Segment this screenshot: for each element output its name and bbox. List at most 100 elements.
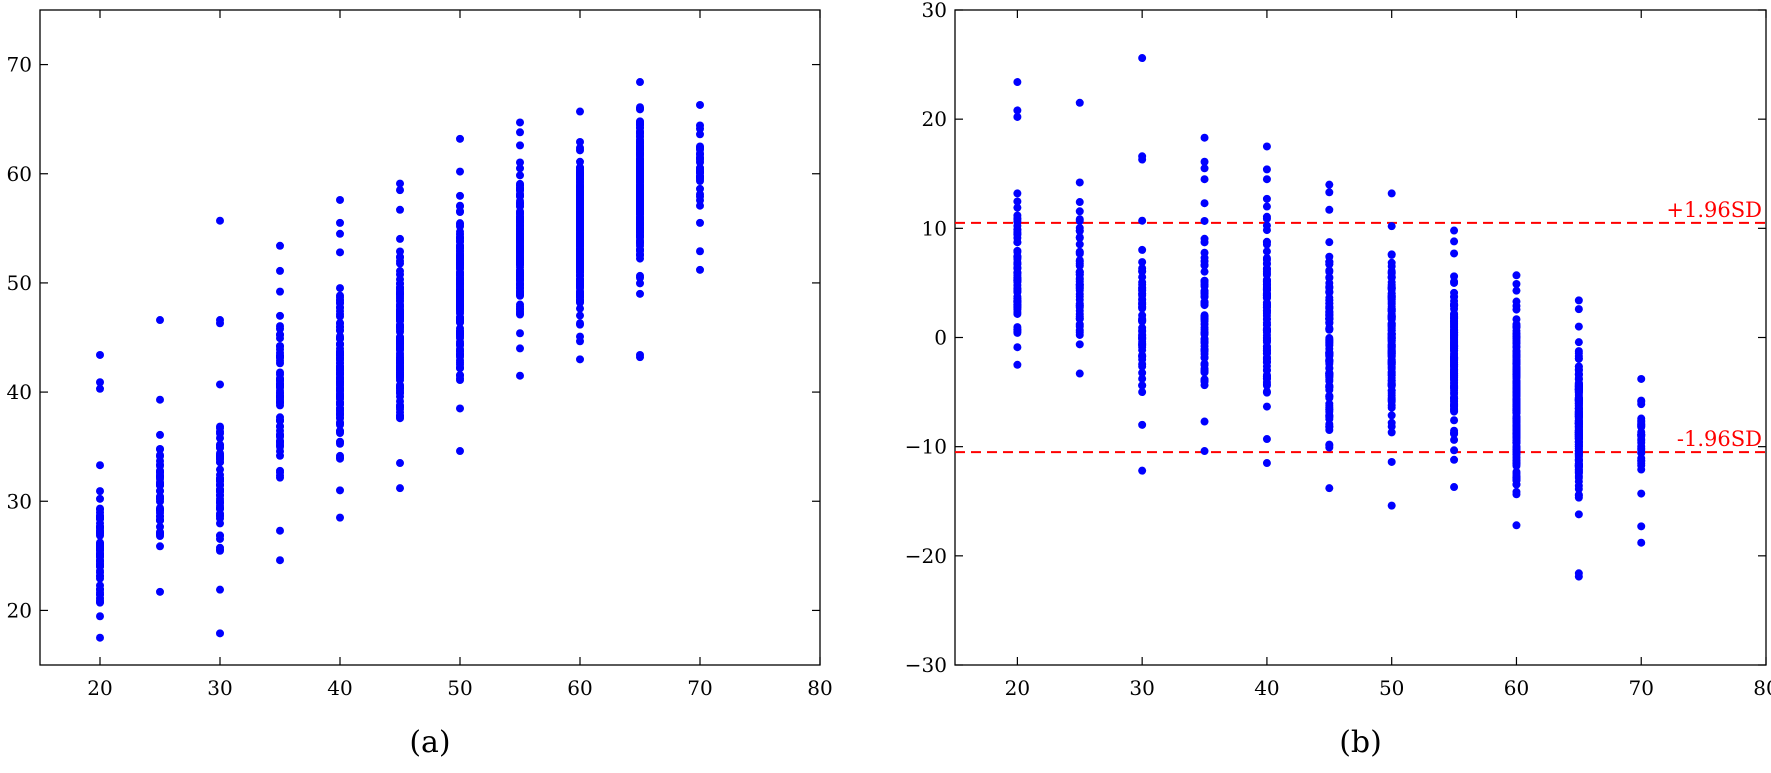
data-point [1200, 267, 1209, 276]
data-point [636, 221, 644, 230]
data-point [576, 355, 584, 364]
y-tick-label: −20 [905, 544, 947, 568]
data-point [1138, 374, 1147, 383]
x-tick-label: 30 [1129, 676, 1154, 700]
data-point [336, 513, 344, 522]
data-point [1574, 510, 1583, 519]
data-point [1450, 344, 1459, 353]
data-point [1013, 360, 1022, 369]
data-point [1325, 273, 1334, 282]
data-point [1138, 352, 1147, 361]
data-point [156, 522, 164, 531]
y-tick-label: 60 [7, 162, 32, 186]
data-point [636, 191, 644, 200]
data-point [1387, 312, 1396, 321]
data-point [1387, 250, 1396, 259]
data-point [156, 395, 164, 404]
data-point [1512, 415, 1521, 424]
data-point [516, 164, 524, 173]
x-tick-label: 30 [207, 676, 232, 700]
x-tick-label: 70 [1629, 676, 1654, 700]
data-point [1574, 296, 1583, 305]
data-point [1200, 257, 1209, 266]
data-point [1512, 323, 1521, 332]
data-point [276, 466, 284, 475]
data-point [336, 284, 344, 293]
y-tick-label: 20 [7, 598, 32, 622]
data-point [336, 384, 344, 393]
data-point [396, 484, 404, 493]
data-point [516, 141, 524, 150]
data-point [636, 271, 644, 280]
data-point [336, 420, 344, 429]
data-point [216, 424, 224, 433]
data-point [1138, 216, 1147, 225]
data-point [1013, 276, 1022, 285]
chart-a-age-scatter: 20 30 40 50 60 70 80 20 30 40 50 60 70 (a) [7, 9, 833, 760]
data-point [336, 318, 344, 327]
data-point [1512, 487, 1521, 496]
data-point [456, 167, 464, 176]
data-point [516, 266, 524, 275]
data-point [336, 426, 344, 435]
data-point [96, 512, 104, 521]
data-point [1138, 245, 1147, 254]
data-point [1450, 277, 1459, 286]
data-point [1387, 267, 1396, 276]
data-point [1138, 291, 1147, 300]
data-point [1200, 417, 1209, 426]
data-point [96, 350, 104, 359]
data-point [636, 180, 644, 189]
data-point [576, 137, 584, 146]
data-point [336, 390, 344, 399]
data-point [1013, 301, 1022, 310]
data-point [336, 307, 344, 316]
data-point [456, 371, 464, 380]
data-point [1075, 207, 1084, 216]
data-point [516, 118, 524, 127]
data-point [456, 346, 464, 355]
data-point [1574, 396, 1583, 405]
y-tick-label: 50 [7, 271, 32, 295]
data-point [1387, 306, 1396, 315]
data-point [96, 581, 104, 590]
data-point [336, 354, 344, 363]
data-point [156, 430, 164, 439]
data-point [1262, 240, 1271, 249]
data-point [636, 213, 644, 222]
data-point [1574, 490, 1583, 499]
data-point [276, 556, 284, 565]
data-point [396, 179, 404, 188]
data-point [1512, 398, 1521, 407]
data-point [1075, 249, 1084, 258]
data-point [1200, 367, 1209, 376]
data-point [1512, 271, 1521, 280]
x-tick-label: 50 [447, 676, 472, 700]
data-point [1138, 303, 1147, 312]
data-point [1325, 293, 1334, 302]
data-point [456, 241, 464, 250]
data-point [516, 371, 524, 380]
data-point [216, 216, 224, 225]
data-point [1325, 188, 1334, 197]
data-point [1574, 354, 1583, 363]
data-point [1387, 422, 1396, 431]
data-point [1075, 217, 1084, 226]
data-point [696, 142, 704, 151]
data-point [396, 301, 404, 310]
data-point [1075, 284, 1084, 293]
data-point [1138, 311, 1147, 320]
data-point [1200, 199, 1209, 208]
data-point [1450, 383, 1459, 392]
data-point [516, 201, 524, 210]
data-point [456, 280, 464, 289]
data-point [1138, 280, 1147, 289]
data-point [336, 298, 344, 307]
data-point [1325, 325, 1334, 334]
data-point [1262, 194, 1271, 203]
data-point [576, 332, 584, 341]
data-point [576, 298, 584, 307]
data-point [516, 158, 524, 167]
y-tick-label: 30 [7, 489, 32, 513]
